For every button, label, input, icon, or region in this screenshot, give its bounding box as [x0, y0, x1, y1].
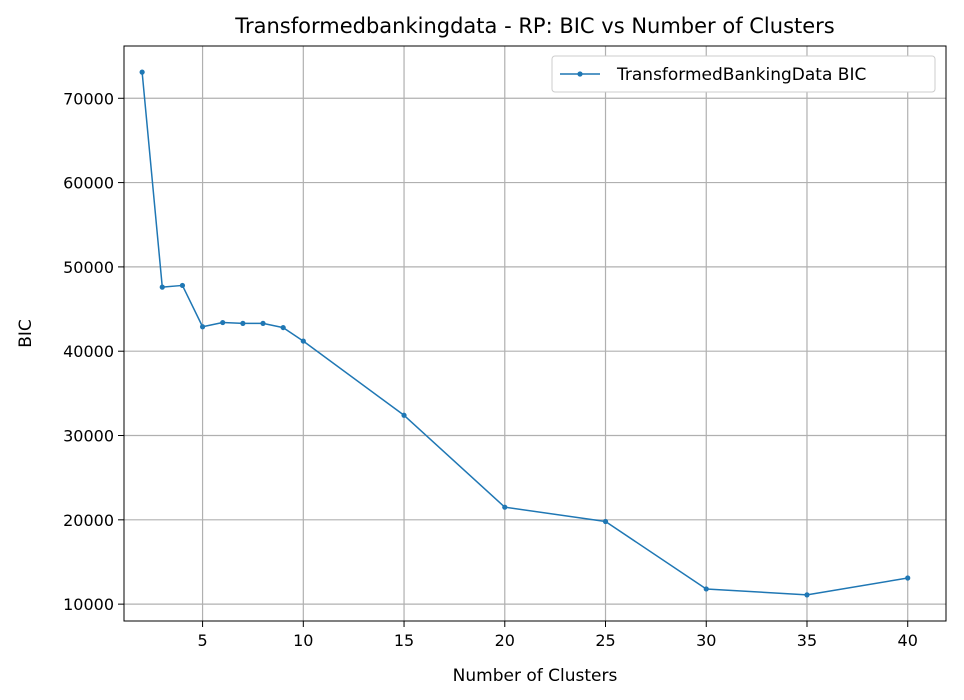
y-tick-label: 40000 [63, 342, 114, 361]
data-point [703, 586, 709, 592]
data-point [240, 320, 246, 326]
y-tick-label: 20000 [63, 511, 114, 530]
data-point [179, 282, 186, 289]
y-tick-label: 60000 [63, 174, 114, 193]
data-point [159, 284, 165, 290]
x-tick-label: 10 [293, 631, 313, 650]
legend: TransformedBankingData BIC [551, 55, 936, 93]
data-point [602, 518, 609, 525]
x-tick-label: 30 [696, 631, 716, 650]
ticks: 5 10 15 20 25 30 35 40 10000 20000 30000 40000 50000… [63, 89, 918, 650]
legend-marker-swatch [577, 71, 583, 77]
data-point [300, 338, 306, 344]
series-layer [139, 69, 911, 598]
x-tick-label: 5 [197, 631, 207, 650]
data-point [199, 324, 206, 330]
legend-box [551, 55, 936, 93]
plot-frame [123, 45, 947, 622]
chart-title: Transformedbankingdata - RP: BIC vs Numb… [234, 14, 835, 38]
x-tick-label: 35 [797, 631, 817, 650]
y-tick-label: 70000 [63, 89, 114, 108]
data-point [220, 319, 226, 326]
x-axis-label: Number of Clusters [453, 666, 618, 686]
y-tick-label: 10000 [63, 595, 114, 614]
data-point [260, 320, 266, 326]
data-point [502, 504, 508, 510]
data-point [139, 69, 145, 75]
x-tick-label: 20 [495, 631, 515, 650]
y-tick-label: 50000 [63, 258, 114, 277]
x-tick-label: 40 [898, 631, 918, 650]
x-tick-label: 25 [595, 631, 615, 650]
data-point [804, 592, 810, 598]
data-point [905, 575, 911, 581]
y-axis-label: BIC [16, 319, 36, 348]
data-point [401, 412, 407, 418]
legend-entry-label: TransformedBankingData BIC [616, 65, 866, 85]
y-tick-label: 30000 [63, 427, 114, 446]
grid [124, 46, 946, 621]
data-point [280, 324, 286, 331]
x-tick-label: 15 [394, 631, 414, 650]
